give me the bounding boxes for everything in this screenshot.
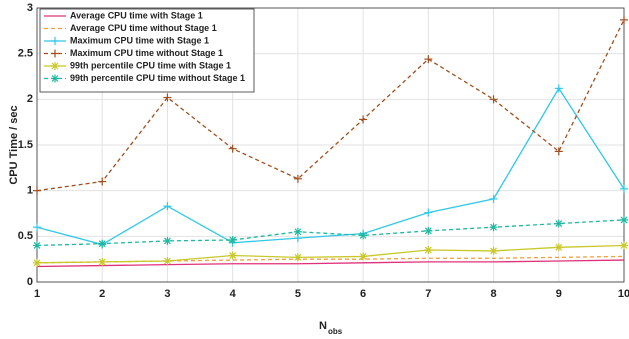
data-point [293,253,302,262]
y-axis-label: CPU Time / sec [8,105,20,184]
point-stroke [33,259,41,267]
legend-marker-stroke [51,62,59,70]
data-point [620,215,628,224]
x-tick-label: 1 [34,288,40,300]
point-stroke [620,242,628,249]
legend-box [39,8,255,93]
data-point [489,246,498,255]
data-point [359,231,368,240]
point-stroke [359,231,367,239]
x-axis-label: N [319,320,327,332]
data-point [359,115,368,124]
point-stroke [555,243,563,251]
y-tick-label: 0 [27,276,33,288]
y-tick-label: 2.5 [18,48,33,60]
data-point [489,223,498,232]
legend-marker-stroke [51,75,59,82]
data-point [33,258,41,267]
data-point [293,227,302,236]
legend-label: 99th percentile CPU time without Stage 1 [70,73,245,83]
data-point [554,219,563,228]
y-tick-label: 1.5 [18,139,33,151]
y-tick-label: 1 [27,185,33,197]
legend-marker [51,62,59,70]
data-point [620,184,628,193]
data-point [424,246,433,255]
x-tick-label: 4 [230,288,237,300]
y-tick-label: 3 [27,2,33,14]
point-stroke [98,258,106,266]
point-stroke [229,252,237,259]
point-stroke [424,246,432,254]
plot-frame [36,7,625,283]
x-tick-label: 3 [164,288,170,300]
data-point [228,235,237,244]
data-point [228,144,237,153]
x-tick-label: 8 [490,288,496,300]
data-point [163,236,172,245]
data-point [424,55,433,64]
point-stroke [229,236,237,244]
series-line [36,259,625,268]
data-point [424,208,433,217]
point-stroke [359,253,367,260]
legend-label: 99th percentile CPU time with Stage 1 [70,60,231,70]
point-stroke [164,237,171,245]
point-stroke [490,247,497,255]
data-point [98,177,107,186]
data-point [163,93,172,102]
y-tick-label: 2 [27,93,33,105]
data-point [33,241,41,250]
data-point [489,194,498,203]
data-point [33,223,41,232]
legend-marker [51,37,59,45]
data-point [163,202,172,211]
point-stroke [424,227,432,235]
x-tick-label: 6 [360,288,366,300]
x-tick-label: 7 [425,288,431,300]
x-tick-label: 9 [556,288,562,300]
point-stroke [620,216,628,224]
series-line [36,244,625,264]
point-stroke [294,228,302,236]
x-axis-label-subscript: obs [328,327,343,336]
data-point [620,241,628,250]
data-point [554,147,563,156]
legend-label: Average CPU time with Stage 1 [70,10,203,20]
data-point [554,243,563,252]
legend-marker [51,74,59,83]
data-point [489,95,498,104]
data-point [620,15,628,24]
point-stroke [164,257,171,265]
point-stroke [98,240,106,248]
data-point [554,84,563,93]
data-point [33,186,41,195]
point-stroke [294,253,302,261]
legend-label: Maximum CPU time without Stage 1 [70,48,223,58]
legend-label: Average CPU time without Stage 1 [70,23,217,33]
x-tick-label: 5 [295,288,301,300]
y-tick-label: 0.5 [18,230,33,242]
data-point [359,252,368,261]
series-line [36,87,625,246]
point-stroke [555,220,563,227]
series-line [36,19,625,192]
data-point [98,239,107,248]
data-point [293,174,302,183]
data-point [163,256,172,265]
data-point [424,226,433,235]
legend-marker [51,49,59,58]
x-tick-label: 10 [618,288,629,300]
x-tick-label: 2 [99,288,105,300]
point-stroke [490,223,497,231]
series-line [36,219,625,247]
data-point [98,257,107,266]
legend-label: Maximum CPU time with Stage 1 [70,35,209,45]
point-stroke [33,242,41,249]
data-point [228,251,237,260]
